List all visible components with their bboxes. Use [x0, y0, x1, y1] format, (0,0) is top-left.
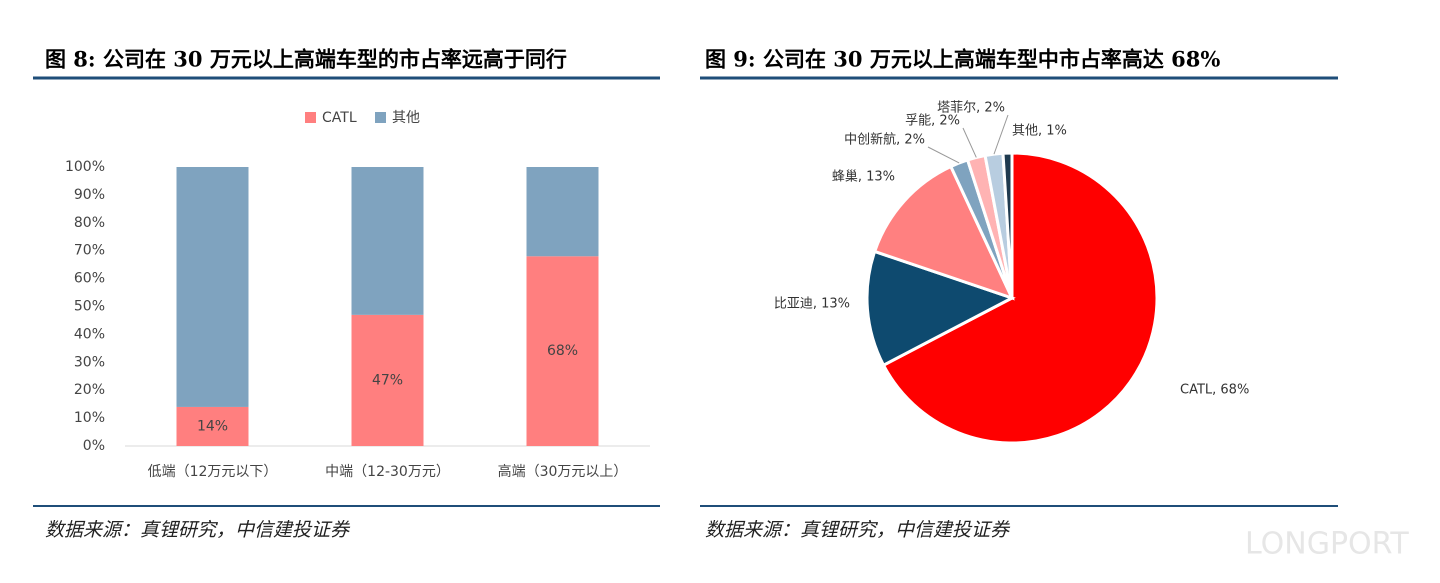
pie-slice: [881, 151, 1159, 445]
data-label: 塔菲尔, 2%: [937, 101, 1005, 116]
y-tick-label: 30%: [74, 354, 105, 370]
leader-line: [927, 146, 960, 164]
leader-line: [962, 127, 977, 158]
x-tick-label: 高端（30万元以上）: [498, 463, 628, 480]
watermark: LONGPORT: [1245, 527, 1409, 562]
pie-slice: [872, 164, 1015, 301]
bar-segment: [176, 167, 249, 407]
legend-label: 其他: [392, 110, 420, 126]
leader-line: [993, 114, 1009, 155]
chart-title: 图 8: 公司在 30 万元以上高端车型的市占率远高于同行: [45, 47, 567, 72]
chart-title: 图 9: 公司在 30 万元以上高端车型中市占率高达 68%: [705, 47, 1220, 72]
bar-segment: [526, 256, 599, 446]
y-tick-label: 50%: [74, 299, 105, 315]
pie-slice: [865, 249, 1016, 368]
y-tick-label: 100%: [65, 159, 105, 175]
x-tick-label: 低端（12万元以下）: [148, 464, 278, 480]
data-label: 比亚迪, 13%: [774, 297, 850, 312]
data-label: 中创新航, 2%: [844, 132, 925, 148]
y-tick-label: 40%: [74, 326, 105, 342]
bar-segment: [176, 406, 249, 446]
data-label: 14%: [197, 418, 228, 434]
x-tick-label: 中端（12-30万元）: [325, 464, 450, 480]
data-label: CATL, 68%: [1180, 383, 1249, 398]
data-label: 蜂巢, 13%: [832, 170, 895, 185]
bar-segment: [526, 167, 599, 257]
pie-slice: [1001, 151, 1014, 299]
y-tick-label: 20%: [74, 382, 105, 398]
y-tick-label: 0%: [83, 438, 105, 454]
bar-segment: [351, 314, 424, 446]
y-tick-label: 70%: [74, 243, 105, 259]
y-tick-label: 10%: [74, 410, 105, 426]
data-label: 47%: [372, 372, 403, 388]
legend-swatch: [305, 112, 316, 123]
legend-swatch: [375, 112, 386, 123]
data-label: 其他, 1%: [1012, 124, 1067, 139]
y-tick-label: 90%: [74, 187, 105, 203]
data-label: 孚能, 2%: [905, 114, 960, 129]
y-tick-label: 80%: [74, 215, 105, 231]
legend-label: CATL: [322, 110, 357, 126]
y-tick-label: 60%: [74, 271, 105, 287]
data-label: 68%: [547, 343, 578, 359]
source: 数据来源：真锂研究，中信建投证券: [45, 519, 351, 541]
bar-segment: [351, 167, 424, 315]
source: 数据来源：真锂研究，中信建投证券: [705, 519, 1011, 541]
